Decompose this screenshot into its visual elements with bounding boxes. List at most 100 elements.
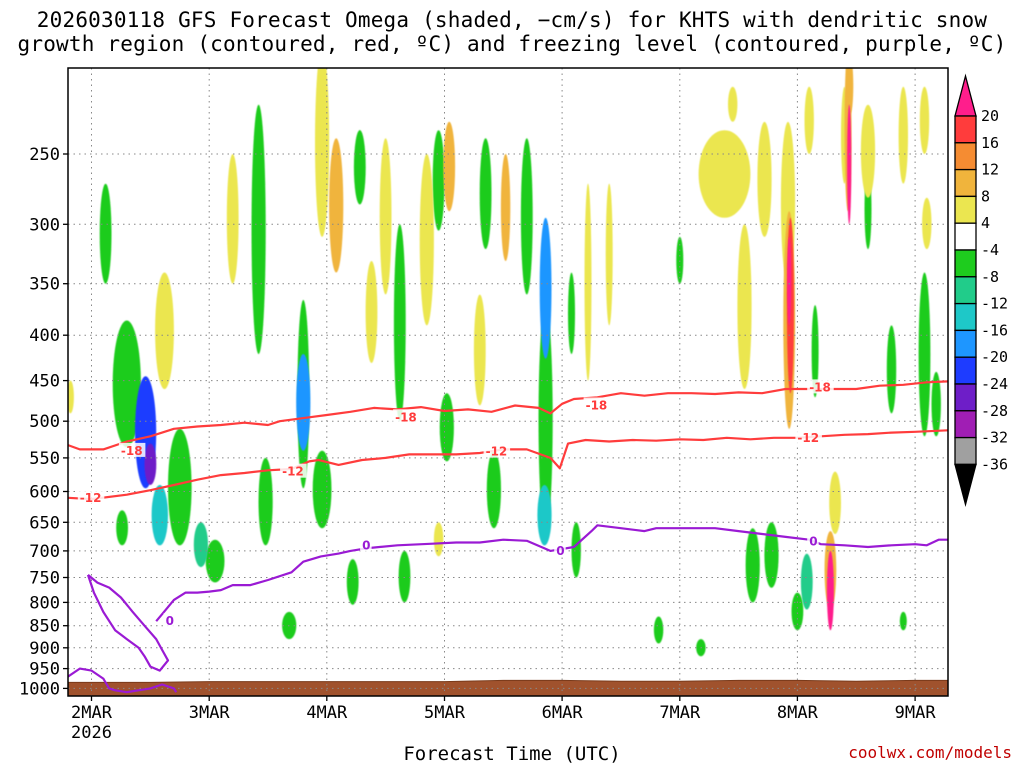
omega-cell-72 — [847, 104, 852, 225]
omega-cell-38 — [898, 86, 908, 184]
colorbar-label-5: -4 — [981, 241, 999, 259]
omega-cell-44 — [205, 539, 225, 583]
omega-cell-26 — [379, 138, 392, 295]
omega-cell-43 — [116, 510, 128, 546]
omega-cell-24 — [315, 68, 330, 237]
y-tick-label-850: 850 — [29, 617, 60, 637]
omega-cell-2 — [251, 104, 266, 355]
omega-cell-12 — [571, 522, 581, 578]
omega-cell-61 — [443, 121, 456, 212]
contour-label-2-1: 0 — [362, 538, 370, 552]
x-tick-sublabel-year: 2026 — [71, 723, 112, 743]
colorbar-bin-5 — [954, 222, 977, 251]
y-tick-label-350: 350 — [29, 275, 60, 295]
x-tick-label-6mar: 6MAR — [542, 703, 584, 723]
contour-label-bg-0-2 — [583, 397, 611, 412]
contour-label-bg-1-1 — [280, 463, 307, 478]
omega-cell-29 — [473, 294, 486, 406]
contour-label-1-2: -12 — [486, 445, 508, 459]
contour-label-1-1: -12 — [282, 465, 304, 479]
y-axis: 2503003504004505005506006507007508008509… — [19, 145, 68, 699]
contour-line-3 — [68, 667, 178, 694]
colorbar-label-4: 4 — [981, 214, 990, 232]
colorbar-bin-6 — [954, 249, 977, 278]
colorbar-bin-7 — [954, 276, 977, 305]
omega-cell-49 — [398, 550, 411, 603]
colorbar-label-8: -16 — [981, 321, 1008, 339]
omega-cell-3 — [258, 457, 273, 546]
omega-cell-66 — [151, 485, 168, 546]
omega-cell-31 — [605, 183, 613, 326]
omega-cell-13 — [745, 528, 760, 603]
contour-label-bg-2-3 — [807, 533, 819, 548]
omega-cell-16 — [811, 305, 819, 398]
colorbar-label-9: -20 — [981, 348, 1008, 366]
omega-cell-10 — [520, 138, 533, 295]
contour-label-2-2: 0 — [556, 544, 564, 558]
y-tick-label-800: 800 — [29, 593, 60, 613]
colorbar-label-1: 16 — [981, 134, 999, 152]
chart-title-line-2: growth region (contoured, red, ºC) and f… — [17, 32, 1007, 56]
contour-label-bg-0-3 — [807, 379, 834, 394]
omega-cell-58 — [500, 154, 511, 261]
omega-cell-48 — [346, 559, 359, 605]
x-tick-label-8mar: 8MAR — [777, 703, 819, 723]
colorbar-label-3: 8 — [981, 187, 990, 205]
colorbar-bin-8 — [954, 302, 977, 332]
colorbar-bin-3 — [954, 168, 977, 198]
contour-label-2-3: 0 — [809, 534, 817, 548]
y-tick-label-750: 750 — [29, 569, 60, 589]
omega-cell-22 — [155, 272, 174, 390]
omega-cell-57 — [329, 138, 344, 273]
colorbar-label-2: 12 — [981, 161, 999, 179]
y-tick-label-550: 550 — [29, 449, 60, 469]
colorbar-bin-2 — [954, 142, 977, 171]
omega-cell-27 — [419, 154, 434, 326]
omega-cell-30 — [584, 183, 592, 381]
y-tick-label-400: 400 — [29, 326, 60, 346]
y-tick-label-450: 450 — [29, 372, 60, 392]
contour-line-0 — [68, 380, 948, 451]
omega-cell-20 — [931, 371, 941, 437]
y-tick-label-1000: 1000 — [19, 679, 60, 699]
credit-link[interactable]: coolwx.com/models — [848, 743, 1012, 762]
omega-cell-71 — [787, 237, 792, 326]
omega-cell-41 — [68, 380, 74, 414]
contour-label-bg-0-0 — [118, 442, 146, 457]
y-tick-label-250: 250 — [29, 145, 60, 165]
omega-cell-64 — [847, 68, 854, 114]
omega-cell-7 — [439, 393, 454, 462]
colorbar-label-10: -24 — [981, 375, 1008, 393]
omega-cell-53 — [918, 272, 931, 437]
omega-cell-37 — [860, 104, 876, 198]
omega-cell-39 — [919, 86, 930, 154]
contour-label-2-0: 0 — [166, 614, 174, 628]
omega-cell-75 — [144, 443, 157, 485]
contour-label-0-1: -18 — [395, 410, 417, 424]
omega-cell-11 — [568, 272, 575, 354]
omega-cell-1 — [168, 428, 192, 546]
omega-cell-51 — [653, 616, 664, 644]
omega-cell-21 — [676, 236, 684, 284]
chart-title-line-1: 2026030118 GFS Forecast Omega (shaded, −… — [36, 8, 988, 32]
omega-cell-32 — [698, 130, 751, 218]
x-tick-label-9mar: 9MAR — [895, 703, 937, 723]
colorbar-bin-1 — [954, 115, 977, 144]
contour-label-bg-1-3 — [795, 429, 822, 444]
omega-cell-55 — [829, 471, 841, 534]
omega-cell-73 — [826, 550, 834, 631]
contour-line-1 — [68, 429, 948, 501]
y-tick-label-900: 900 — [29, 639, 60, 659]
colorbar-bin-12 — [954, 410, 977, 439]
colorbar-bin-4 — [954, 195, 977, 224]
y-tick-label-500: 500 — [29, 412, 60, 432]
contour-label-bg-1-2 — [483, 443, 511, 458]
omega-cell-33 — [728, 86, 738, 122]
x-tick-label-3mar: 3MAR — [189, 703, 231, 723]
omega-cell-9 — [486, 450, 501, 529]
colorbar-bin-11 — [954, 383, 977, 412]
colorbar-bin-9 — [954, 329, 977, 358]
contour-layer: -18 -18 -18 -18 -12 -12 -12 -12 0 0 0 0 — [68, 379, 948, 694]
colorbar-label-7: -12 — [981, 295, 1008, 313]
omega-cell-36 — [804, 86, 814, 154]
